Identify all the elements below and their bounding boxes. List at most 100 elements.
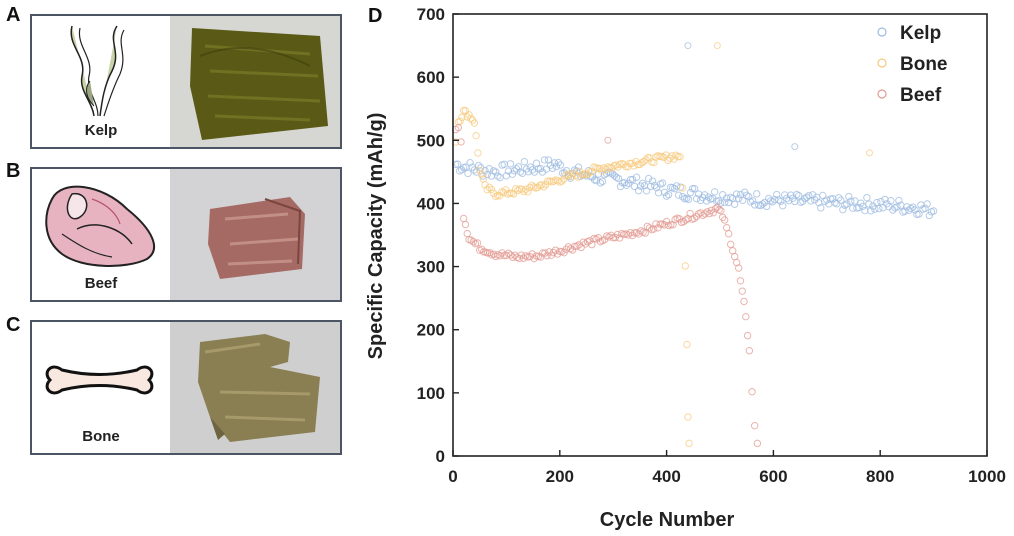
panel-a-letter: A — [6, 4, 21, 26]
legend-marker-kelp — [877, 27, 887, 37]
bone-photo — [170, 322, 340, 453]
data-point — [847, 197, 855, 205]
data-point — [707, 206, 716, 215]
outlier-point — [866, 149, 874, 157]
data-point — [516, 168, 525, 176]
data-point — [683, 340, 691, 349]
data-point — [628, 175, 637, 184]
data-point — [473, 239, 482, 247]
outlier-point — [791, 143, 799, 151]
data-point — [556, 161, 565, 169]
data-point — [588, 167, 596, 176]
legend-label-beef: Beef — [900, 85, 942, 106]
data-point — [474, 149, 482, 157]
data-point — [732, 190, 741, 198]
data-point — [895, 196, 903, 205]
data-point — [839, 205, 847, 214]
data-point — [835, 194, 843, 202]
data-point — [845, 192, 853, 201]
bone-drawing-icon — [45, 365, 154, 395]
data-point — [538, 180, 546, 189]
data-point — [684, 195, 693, 204]
data-point — [454, 123, 463, 132]
data-point — [863, 193, 871, 202]
data-point — [684, 413, 692, 421]
data-point — [543, 252, 551, 260]
data-point — [702, 197, 711, 205]
x-tick-label: 1000 — [968, 467, 1006, 486]
x-tick-label: 800 — [866, 467, 894, 486]
plot-frame — [452, 13, 988, 457]
data-point — [472, 131, 480, 140]
data-point — [464, 169, 472, 178]
data-point — [672, 151, 680, 159]
data-point — [686, 188, 695, 197]
data-point — [925, 211, 934, 220]
data-point — [777, 197, 785, 206]
data-point — [483, 185, 491, 194]
data-point — [709, 209, 718, 217]
data-point — [654, 224, 662, 232]
data-point — [833, 200, 841, 208]
data-point — [915, 210, 923, 218]
data-point — [753, 439, 762, 448]
series-bone — [451, 106, 693, 448]
y-tick-label: 700 — [417, 5, 445, 24]
data-point — [730, 200, 739, 208]
data-point — [678, 184, 687, 192]
data-point — [779, 202, 787, 210]
data-point — [803, 193, 811, 202]
data-point — [795, 191, 803, 200]
data-point — [457, 138, 465, 146]
data-point — [743, 331, 752, 340]
plot-area — [451, 42, 938, 448]
data-point — [461, 220, 470, 229]
y-tick-label: 200 — [417, 321, 445, 340]
data-point — [467, 236, 475, 244]
data-point — [658, 179, 667, 187]
data-point — [558, 177, 566, 185]
data-point — [506, 189, 514, 197]
data-point — [477, 170, 486, 178]
data-point — [496, 173, 504, 182]
axes: 0 200 400 600 800 1000 0 100 200 300 400 500 600 700 — [417, 5, 1006, 486]
data-point — [722, 223, 731, 232]
data-point — [763, 202, 771, 211]
data-point — [574, 163, 583, 171]
beef-photo-image — [170, 169, 340, 300]
data-point — [676, 153, 684, 161]
legend-marker-bone — [877, 58, 887, 68]
data-point — [775, 196, 783, 204]
panel-c-letter: C — [6, 314, 21, 336]
data-point — [837, 196, 845, 204]
data-point — [642, 187, 651, 195]
data-point — [528, 250, 536, 258]
data-point — [634, 187, 643, 195]
data-point — [474, 161, 483, 170]
data-point — [641, 229, 649, 237]
data-point — [793, 190, 801, 199]
data-point — [690, 214, 699, 223]
data-point — [681, 262, 689, 270]
data-point — [670, 155, 678, 163]
x-tick-label: 200 — [546, 467, 574, 486]
data-point — [476, 166, 484, 175]
x-tick-label: 600 — [759, 467, 787, 486]
x-tick-label: 400 — [652, 467, 680, 486]
data-point — [645, 224, 654, 232]
data-point — [463, 113, 471, 121]
legend-label-kelp: Kelp — [900, 23, 941, 44]
outlier-point — [604, 136, 612, 144]
data-point — [666, 154, 674, 162]
outlier-point — [684, 42, 692, 50]
y-tick-label: 300 — [417, 258, 445, 277]
kelp-drawing-icon — [70, 25, 125, 117]
data-point — [817, 204, 825, 212]
data-point — [506, 251, 515, 259]
y-axis-label: Specific Capacity (mAh/g) — [365, 113, 387, 360]
data-point — [855, 203, 863, 212]
data-point — [518, 185, 526, 193]
data-point — [481, 181, 489, 189]
data-point — [612, 173, 621, 182]
data-point — [748, 388, 756, 396]
